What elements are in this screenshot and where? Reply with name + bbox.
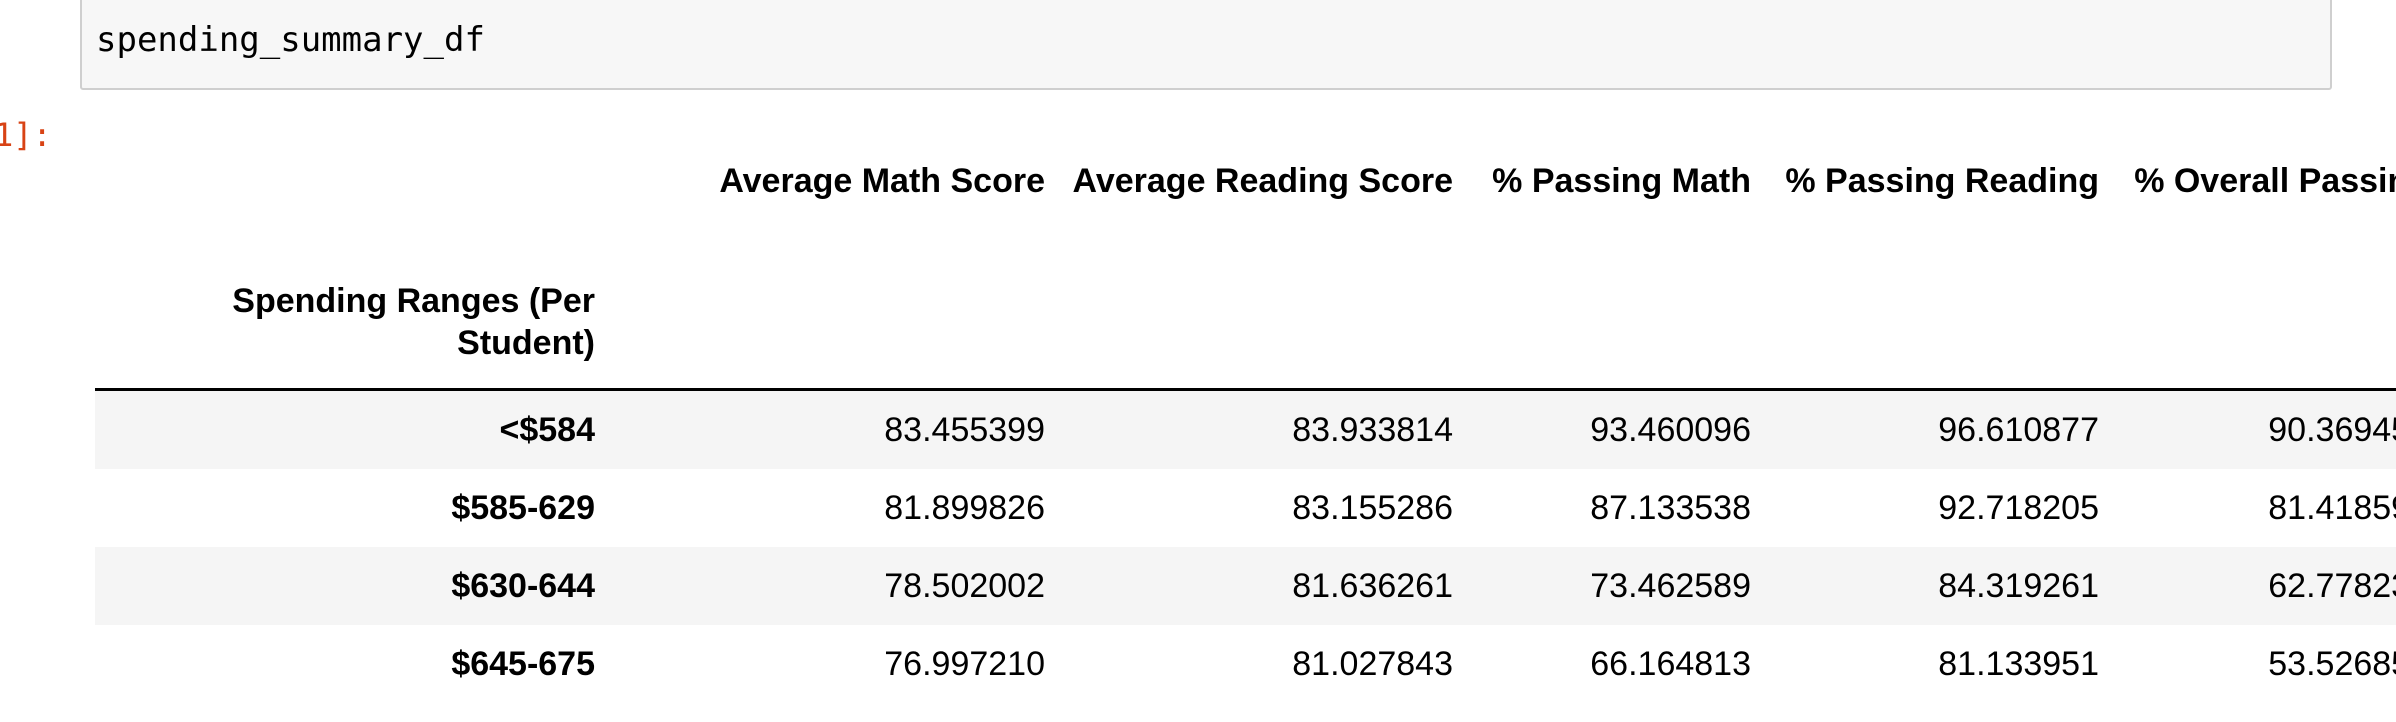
table-cell: 93.460096 (1590, 410, 1751, 449)
output-prompt: 1]: (0, 116, 52, 154)
blank-corner-header (95, 160, 615, 280)
table-cell: 76.997210 (884, 644, 1045, 683)
column-header: % Passing Reading (1785, 162, 2099, 200)
row-index-label: $585-629 (451, 488, 595, 527)
table-cell: 66.164813 (1590, 644, 1751, 683)
code-text: spending_summary_df (96, 20, 485, 60)
row-index-label: $645-675 (451, 644, 595, 683)
table-cell: 83.455399 (884, 410, 1045, 449)
table-cell: 81.133951 (1938, 644, 2099, 683)
code-input-cell[interactable]: spending_summary_df (80, 0, 2332, 90)
table-cell: 81.899826 (884, 488, 1045, 527)
table-cell: 81.027843 (1292, 644, 1453, 683)
row-index-label: <$584 (499, 410, 596, 449)
column-header: Average Reading Score (1072, 162, 1453, 200)
table-row: $630-644 78.502002 81.636261 73.462589 8… (95, 547, 2396, 625)
dataframe-table: Average Math Score Average Reading Score… (95, 160, 2396, 703)
table-cell: 73.462589 (1590, 566, 1751, 605)
index-name-header: Spending Ranges (Per Student) (232, 282, 595, 362)
column-header-row: Average Math Score Average Reading Score… (95, 160, 2396, 280)
column-header: Average Math Score (719, 162, 1045, 200)
row-index-label: $630-644 (451, 566, 595, 605)
table-cell: 96.610877 (1938, 410, 2099, 449)
column-header: % Overall Passing (2134, 162, 2396, 200)
table-cell: 62.778233 (2268, 566, 2396, 605)
table-cell: 92.718205 (1938, 488, 2099, 527)
table-cell: 84.319261 (1938, 566, 2099, 605)
table-cell: 90.369459 (2268, 410, 2396, 449)
index-header-row: Spending Ranges (Per Student) (95, 280, 2396, 390)
table-row: $645-675 76.997210 81.027843 66.164813 8… (95, 625, 2396, 703)
table-cell: 81.636261 (1292, 566, 1453, 605)
table-cell: 53.526855 (2268, 644, 2396, 683)
table-cell: 87.133538 (1590, 488, 1751, 527)
column-header: % Passing Math (1492, 162, 1751, 200)
table-cell: 83.155286 (1292, 488, 1453, 527)
table-row: $585-629 81.899826 83.155286 87.133538 9… (95, 469, 2396, 547)
table-cell: 81.418596 (2268, 488, 2396, 527)
table-cell: 78.502002 (884, 566, 1045, 605)
table-row: <$584 83.455399 83.933814 93.460096 96.6… (95, 389, 2396, 469)
output-dataframe: Average Math Score Average Reading Score… (95, 160, 2396, 703)
table-cell: 83.933814 (1292, 410, 1453, 449)
